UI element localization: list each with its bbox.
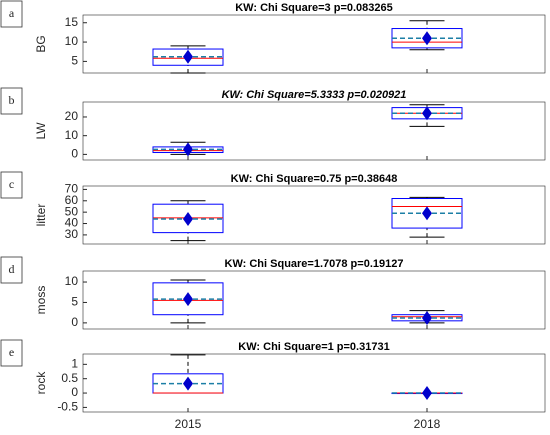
mean-marker	[183, 376, 193, 391]
y-tick-label: 10	[65, 274, 79, 288]
y-axis-label: LW	[34, 122, 48, 140]
y-tick-label: 50	[65, 204, 79, 218]
y-tick-label: 70	[65, 182, 79, 196]
mean-marker	[422, 206, 432, 221]
panel-title: KW: Chi Square=1.7078 p=0.19127	[225, 258, 404, 270]
y-tick-label: 5	[71, 295, 78, 309]
mean-marker	[183, 211, 193, 226]
panel-label-box	[0, 87, 23, 115]
x-tick-label: 2015	[175, 417, 202, 431]
panel-title: KW: Chi Square=1 p=0.31731	[238, 341, 389, 353]
y-tick-label: 0	[71, 315, 78, 329]
plot-frame	[82, 14, 546, 74]
y-tick-label: -0.5	[57, 400, 78, 414]
y-tick-label: 20	[65, 109, 79, 123]
panel-label: a	[9, 6, 15, 20]
y-tick-label: 10	[65, 128, 79, 142]
y-axis-label: moss	[34, 286, 48, 315]
panel-title: KW: Chi Square=3 p=0.083265	[235, 2, 393, 14]
y-tick-label: 15	[65, 15, 79, 29]
panel-label: b	[9, 93, 15, 107]
y-axis-label: litter	[34, 204, 48, 227]
y-axis-label: BG	[34, 35, 48, 52]
panel-title: KW: Chi Square=5.3333 p=0.020921	[222, 89, 407, 101]
mean-marker	[422, 31, 432, 46]
panel-label-box	[0, 256, 23, 284]
panel-label-box	[0, 339, 23, 367]
mean-marker	[422, 106, 432, 121]
panel-title: KW: Chi Square=0.75 p=0.38648	[231, 173, 398, 185]
mean-marker	[183, 292, 193, 307]
y-tick-label: 40	[65, 216, 79, 230]
plot-frame	[82, 353, 546, 413]
y-axis-label: rock	[34, 371, 48, 395]
mean-marker	[183, 49, 193, 64]
y-tick-label: 60	[65, 193, 79, 207]
plot-frame	[82, 270, 546, 330]
mean-marker	[422, 386, 432, 401]
y-tick-label: 0.5	[61, 371, 78, 385]
mean-marker	[183, 142, 193, 157]
plot-frame	[82, 185, 546, 245]
panel-label: d	[9, 262, 15, 276]
panel-label: c	[9, 177, 14, 191]
y-tick-label: 10	[65, 34, 79, 48]
y-tick-label: 0	[71, 385, 78, 399]
panel-label-box	[0, 0, 23, 28]
y-tick-label: 0	[71, 147, 78, 161]
mean-marker	[422, 310, 432, 325]
y-tick-label: 30	[65, 227, 79, 241]
plot-frame	[82, 101, 546, 161]
y-tick-label: 1	[71, 357, 78, 371]
y-tick-label: 5	[71, 54, 78, 68]
panel-label-box	[0, 171, 23, 199]
x-tick-label: 2018	[414, 417, 441, 431]
panel-label: e	[9, 345, 14, 359]
